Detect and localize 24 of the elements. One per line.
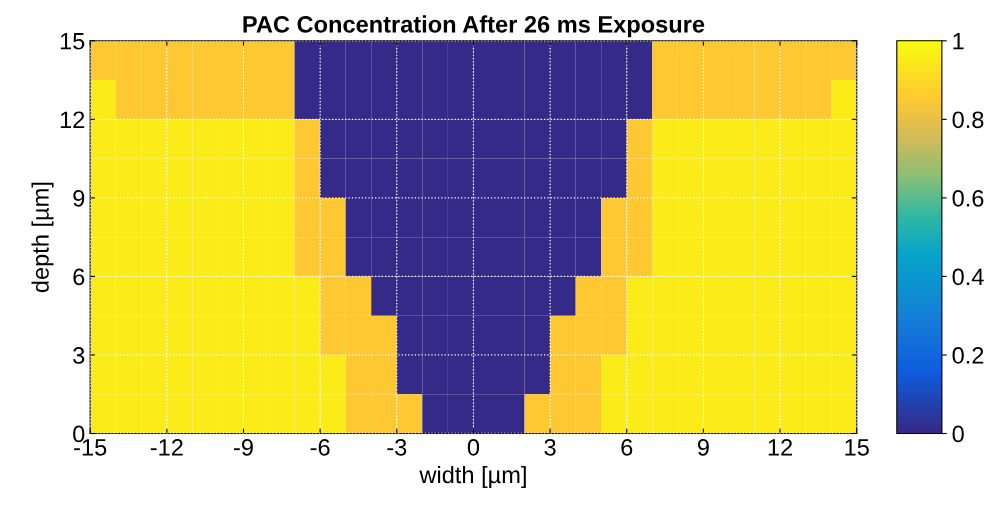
x-tick-label: -6 (310, 438, 330, 456)
color-bar-label: 0 (952, 425, 964, 443)
y-tick-label: 15 (60, 33, 85, 50)
chart-title: PAC Concentration After 26 ms Exposure (243, 15, 705, 38)
x-tick-label: -9 (234, 438, 253, 456)
x-tick-label: 3 (544, 438, 556, 456)
x-tick-label: 15 (845, 439, 869, 456)
color-bar-label: 1 (953, 33, 964, 50)
y-tick-label: 9 (73, 189, 85, 207)
x-axis-title: width [µm] (419, 465, 526, 488)
x-tick-label: -3 (387, 438, 407, 456)
x-tick-label: 6 (621, 438, 633, 456)
y-tick-label: 6 (73, 268, 85, 286)
x-tick-label: -12 (150, 438, 183, 456)
x-tick-label: 12 (768, 438, 792, 456)
x-tick-label: 0 (467, 438, 480, 456)
x-tick-label: 9 (697, 438, 709, 456)
color-bar-label: 0.4 (952, 268, 984, 286)
color-bar-label: 0.6 (952, 189, 984, 207)
y-axis-title: depth [µm] (31, 182, 54, 293)
color-bar-label: 0.8 (952, 111, 984, 129)
color-bar-label: 0.2 (952, 347, 984, 364)
y-tick-label: 12 (60, 111, 85, 128)
y-tick-label: 3 (73, 347, 85, 364)
